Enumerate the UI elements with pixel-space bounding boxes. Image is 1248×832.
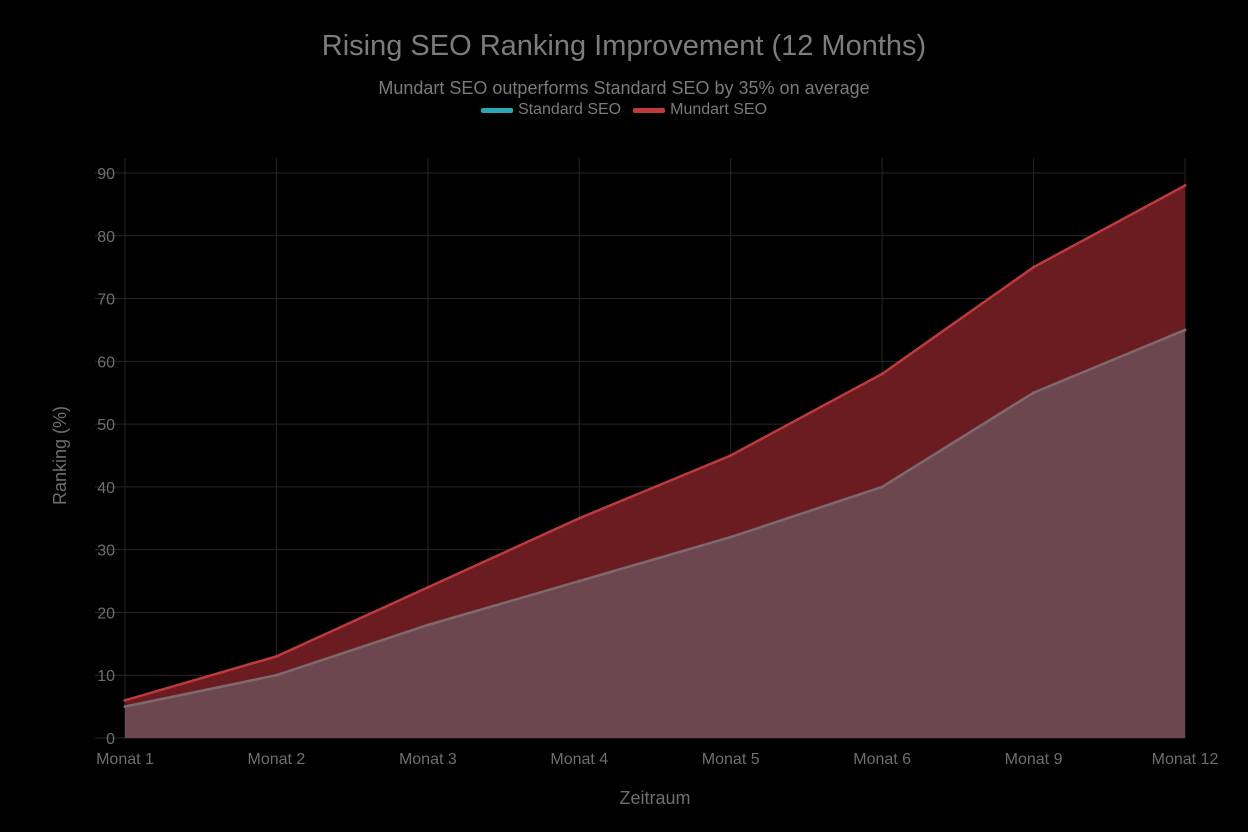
y-tick-label: 10 [97,668,115,685]
data-point-mundart [1183,184,1187,188]
legend-swatch-standard [480,107,513,113]
legend-item-standard[interactable]: Standard SEO [480,101,622,119]
y-tick-label: 40 [97,480,115,497]
y-axis-title: Ranking (%) [50,406,70,505]
data-point-standard [123,705,127,709]
x-tick-label: Monat 2 [248,751,306,768]
data-point-standard [577,579,581,583]
x-tick-label: Monat 9 [1005,751,1063,768]
line-standard [124,328,1186,708]
x-tick-label: Monat 12 [1152,751,1219,768]
y-tick-label: 90 [97,166,115,183]
data-point-standard [880,485,884,489]
x-tick-label: Monat 3 [399,751,457,768]
data-point-standard [274,673,278,677]
data-point-mundart [577,516,581,520]
y-tick-label: 0 [106,731,115,748]
chart-subtitle: Mundart SEO outperforms Standard SEO by … [378,78,870,98]
legend-item-mundart[interactable]: Mundart SEO [633,101,767,119]
area-standard [125,329,1185,738]
x-axis-title: Zeitraum [619,788,690,808]
data-point-mundart [123,698,127,702]
chart-title: Rising SEO Ranking Improvement (12 Month… [321,30,927,62]
x-tick-label: Monat 1 [96,751,154,768]
data-point-mundart [1032,265,1036,269]
data-point-mundart [426,585,430,589]
data-point-standard [1183,328,1187,332]
y-tick-label: 60 [97,354,115,371]
legend-label-standard: Standard SEO [517,101,622,118]
y-tick-label: 80 [97,229,115,246]
y-tick-label: 50 [97,417,115,434]
data-point-standard [1032,391,1036,395]
data-point-mundart [880,372,884,376]
data-point-standard [729,535,733,539]
x-tick-label: Monat 6 [853,751,911,768]
y-tick-label: 70 [97,292,115,309]
data-point-mundart [729,454,733,457]
legend: Standard SEO Mundart SEO [0,101,1248,119]
data-point-standard [426,623,430,627]
y-tick-label: 30 [97,543,115,560]
data-point-mundart [274,654,278,658]
line-mundart [124,184,1186,702]
x-tick-label: Monat 4 [550,751,608,768]
legend-swatch-mundart [633,107,666,113]
legend-label-mundart: Mundart SEO [670,101,768,118]
x-tick-label: Monat 5 [702,751,760,768]
y-tick-label: 20 [97,605,115,622]
